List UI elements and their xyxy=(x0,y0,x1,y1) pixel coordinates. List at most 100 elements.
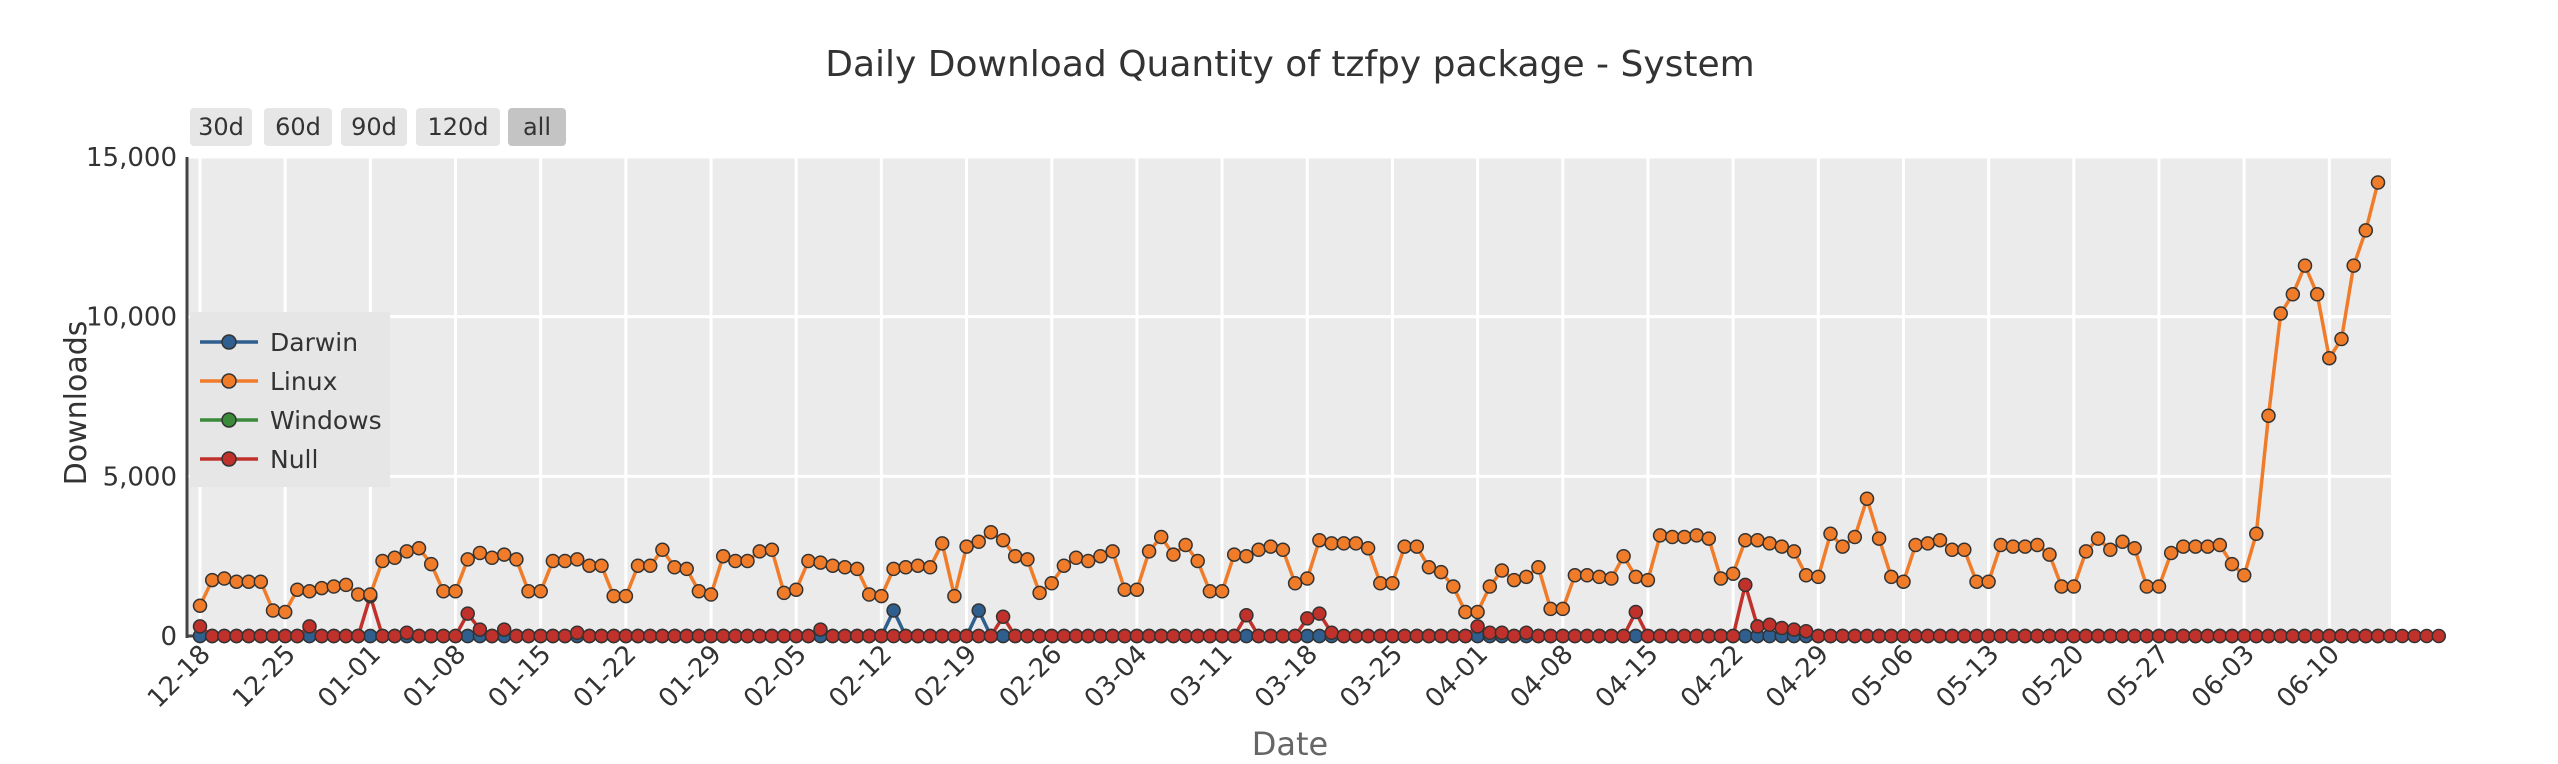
data-point-linux xyxy=(302,584,317,599)
data-point-null xyxy=(995,609,1011,625)
data-point-linux xyxy=(655,542,670,558)
data-point-linux xyxy=(1944,542,1960,558)
data-point-linux xyxy=(2200,539,2215,554)
data-point-null xyxy=(910,628,926,644)
data-point-linux xyxy=(788,582,804,597)
data-point-linux xyxy=(1896,574,1911,589)
data-point-linux xyxy=(350,587,366,602)
y-axis-label: Downloads xyxy=(59,321,94,486)
data-point-null xyxy=(1786,622,1802,637)
data-point-linux xyxy=(2236,568,2252,583)
data-point-linux xyxy=(1324,536,1339,551)
data-point-linux xyxy=(1713,571,1729,586)
data-point-null xyxy=(764,628,780,644)
data-point-linux xyxy=(1166,547,1181,562)
data-point-linux xyxy=(2309,287,2325,302)
data-point-null xyxy=(2054,628,2069,644)
data-point-null xyxy=(1811,628,1826,644)
data-point-linux xyxy=(1701,531,1717,546)
data-point-linux xyxy=(484,550,500,566)
data-point-null xyxy=(788,628,804,644)
data-point-linux xyxy=(606,588,621,604)
data-point-null xyxy=(290,628,305,644)
data-point-null xyxy=(1738,577,1753,593)
legend-item-linux[interactable]: Linux xyxy=(200,367,337,396)
data-point-null xyxy=(740,628,755,644)
data-point-null xyxy=(2322,628,2337,644)
data-point-linux xyxy=(1360,540,1376,556)
data-point-linux xyxy=(1494,563,1510,578)
x-tick-label: 05-20 xyxy=(2016,639,2091,714)
data-point-linux xyxy=(1981,574,1996,589)
data-point-linux xyxy=(2176,539,2191,554)
data-point-null xyxy=(1397,628,1412,644)
data-point-null xyxy=(801,628,816,644)
x-tick-label: 12-25 xyxy=(227,639,302,714)
data-point-null xyxy=(1153,628,1169,644)
data-point-linux xyxy=(2103,542,2118,558)
data-point-linux xyxy=(496,547,512,562)
data-point-null xyxy=(411,628,427,644)
range-button-30d[interactable]: 30d xyxy=(190,108,252,146)
data-point-linux xyxy=(1153,529,1169,545)
data-point-null xyxy=(484,628,500,644)
data-point-darwin xyxy=(995,628,1011,644)
range-button-90d[interactable]: 90d xyxy=(341,108,407,146)
range-button-60d[interactable]: 60d xyxy=(264,108,332,146)
data-point-linux xyxy=(521,584,536,599)
data-point-linux xyxy=(1604,571,1619,586)
data-point-null xyxy=(2346,628,2361,644)
data-point-linux xyxy=(1847,529,1863,545)
data-point-null xyxy=(375,628,390,644)
data-point-linux xyxy=(1725,566,1741,581)
data-point-null xyxy=(1652,628,1668,644)
data-point-null xyxy=(1348,628,1364,644)
data-point-null xyxy=(1567,628,1583,644)
legend-label: Darwin xyxy=(270,328,358,357)
data-point-darwin xyxy=(1738,628,1753,644)
data-point-null xyxy=(2431,628,2447,644)
data-point-linux xyxy=(2188,539,2203,554)
data-point-linux xyxy=(229,574,244,589)
data-point-null xyxy=(2309,628,2325,644)
data-point-null xyxy=(1226,628,1242,644)
legend-item-darwin[interactable]: Darwin xyxy=(200,328,358,357)
data-point-darwin xyxy=(886,603,901,618)
legend-item-null[interactable]: Null xyxy=(200,445,318,474)
range-button-120d[interactable]: 120d xyxy=(416,108,500,146)
x-tick-label: 05-27 xyxy=(2101,639,2176,714)
data-point-linux xyxy=(1969,574,1984,589)
data-point-linux xyxy=(1616,548,1631,564)
x-tick-label: 12-18 xyxy=(142,639,217,714)
data-point-linux xyxy=(1774,539,1790,554)
data-point-linux xyxy=(691,584,707,599)
legend-item-windows[interactable]: Windows xyxy=(200,406,382,435)
data-point-null xyxy=(582,628,597,644)
data-point-null xyxy=(1798,623,1814,639)
data-point-null xyxy=(1251,628,1266,644)
data-point-null xyxy=(1555,628,1571,644)
data-point-null xyxy=(1336,628,1352,644)
data-point-linux xyxy=(1068,550,1084,566)
data-point-null xyxy=(2370,628,2386,644)
data-point-null xyxy=(1506,628,1522,644)
data-point-linux xyxy=(509,552,524,567)
data-point-null xyxy=(326,628,342,644)
data-point-linux xyxy=(2042,547,2057,562)
data-point-null xyxy=(922,628,938,644)
y-tick-label: 5,000 xyxy=(103,462,177,492)
data-point-linux xyxy=(326,579,342,594)
data-point-linux xyxy=(1932,532,1948,548)
data-point-null xyxy=(1300,611,1315,626)
range-button-all[interactable]: all xyxy=(508,108,566,146)
data-point-null xyxy=(338,628,354,644)
data-point-linux xyxy=(1592,569,1607,585)
data-point-null xyxy=(350,628,366,644)
data-point-null xyxy=(1859,628,1875,644)
y-tick-label: 0 xyxy=(160,622,177,652)
data-point-null xyxy=(874,628,889,644)
data-point-linux xyxy=(1555,601,1571,617)
data-point-null xyxy=(1446,628,1461,644)
data-point-null xyxy=(509,628,524,644)
data-point-null xyxy=(1677,628,1692,644)
